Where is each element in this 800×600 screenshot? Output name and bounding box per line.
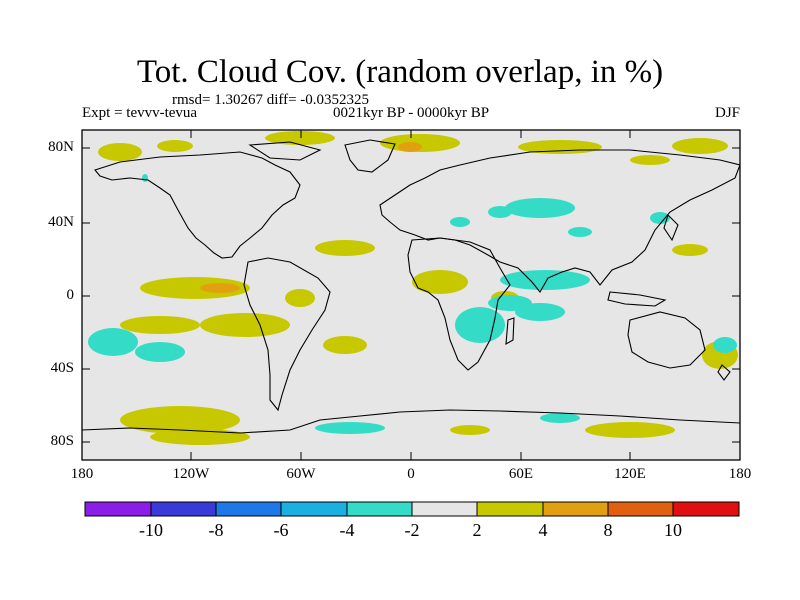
lon-label-0: 0: [407, 466, 415, 482]
lon-label-180e: 180: [728, 466, 752, 482]
lat-label-80n: 80N: [48, 139, 74, 155]
coast-south-america: [243, 257, 331, 412]
colorbar-segment-2: [150, 501, 217, 517]
increase-patches: [98, 131, 738, 445]
lon-label-120w: 120W: [172, 466, 210, 482]
anomaly-patches: [88, 131, 738, 445]
lat-label-80s: 80S: [50, 433, 74, 449]
period-label: 0021kyr BP - 0000kyr BP: [332, 105, 490, 121]
coast-north-america: [94, 151, 301, 259]
lon-label-180w: 180: [70, 466, 94, 482]
coast-africa: [407, 237, 511, 371]
coastlines: [82, 139, 740, 434]
increase-strong-patches: [200, 142, 422, 293]
coast-greenland: [344, 139, 396, 173]
lon-label-60w: 60W: [286, 466, 316, 482]
lat-label-0: 0: [66, 287, 75, 303]
colorbar-segment-10: [672, 501, 740, 517]
colorbar-segment-4: [280, 501, 348, 517]
coast-arctic-islands: [248, 141, 322, 161]
stats-text: rmsd= 1.30267 diff= -0.0352325: [172, 92, 370, 108]
colorbar-label: -10: [139, 520, 163, 540]
decrease-patches: [88, 174, 737, 434]
colorbar-label: 4: [538, 520, 548, 540]
lon-label-120e: 120E: [614, 466, 646, 482]
colorbar-segment-3: [215, 501, 282, 517]
colorbar-label: 10: [664, 520, 682, 540]
lat-label-40s: 40S: [50, 360, 74, 376]
colorbar-segment-9: [607, 501, 674, 517]
colorbar-segment-1: [84, 501, 152, 517]
colorbar-segment-8: [542, 501, 609, 517]
coast-japan: [663, 213, 679, 242]
colorbar: [84, 501, 740, 517]
lon-label-60e: 60E: [508, 466, 534, 482]
colorbar-label: -4: [339, 520, 355, 540]
coast-antarctica: [82, 409, 740, 434]
coast-indonesia: [607, 291, 667, 307]
axis-ticks: [82, 130, 740, 460]
season-label: DJF: [714, 105, 740, 121]
map-title: Tot. Cloud Cov. (random overlap, in %): [136, 54, 664, 90]
lat-label-40n: 40N: [48, 214, 74, 230]
colorbar-segment-7: [476, 501, 544, 517]
coast-madagascar: [505, 317, 515, 345]
coast-new-zealand: [717, 364, 731, 381]
colorbar-segment-5: [346, 501, 413, 517]
colorbar-label: -6: [273, 520, 289, 540]
colorbar-label: -2: [404, 520, 420, 540]
colorbar-label: 8: [603, 520, 613, 540]
colorbar-label: 2: [472, 520, 482, 540]
colorbar-label: -8: [208, 520, 224, 540]
experiment-label: Expt = tevvv-tevua: [82, 105, 198, 121]
colorbar-segment-6: [411, 501, 478, 517]
coast-australia: [627, 311, 706, 369]
